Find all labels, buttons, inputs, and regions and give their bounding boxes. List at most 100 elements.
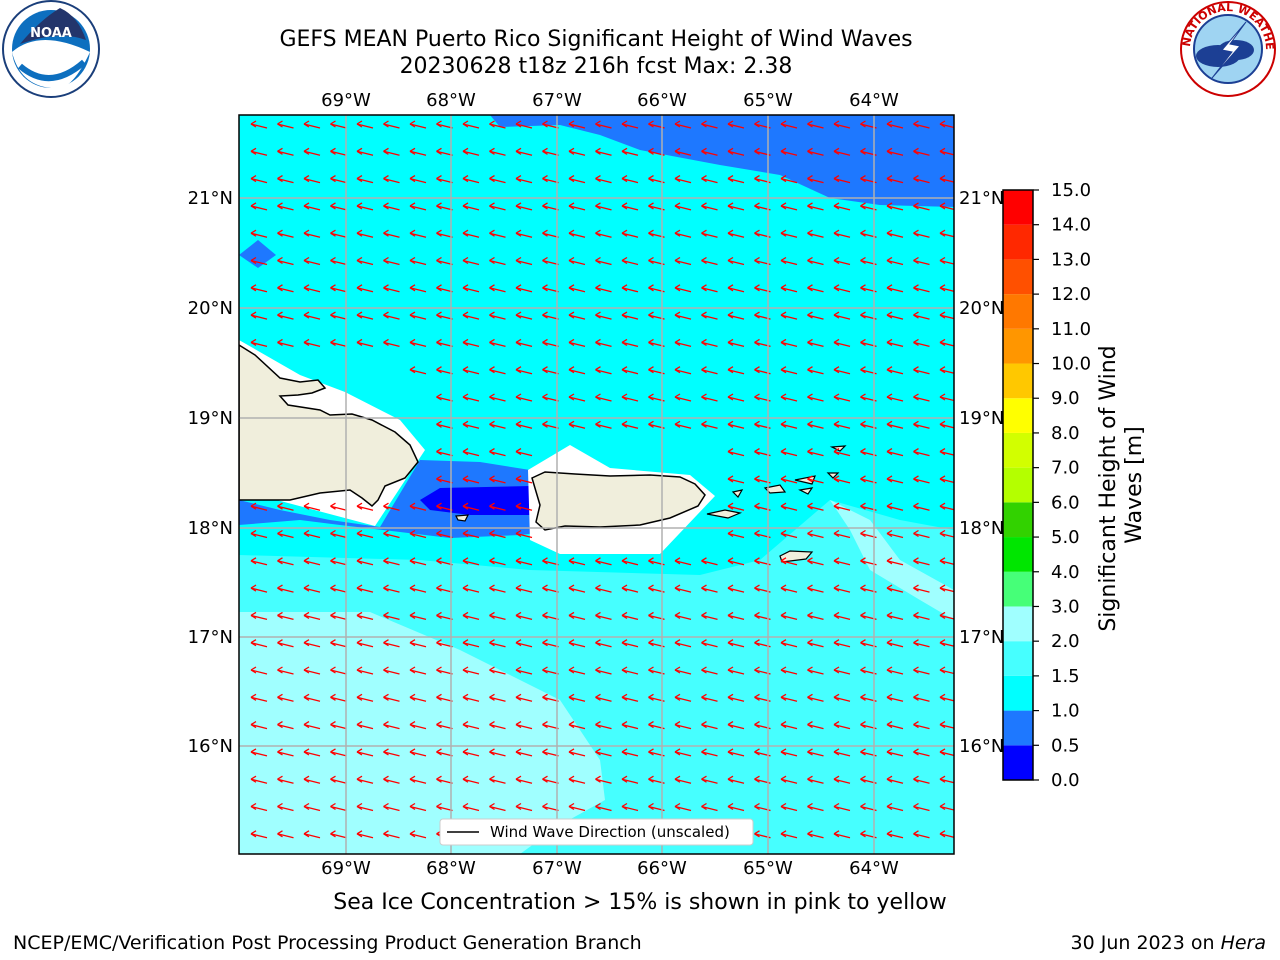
wind-arrow (250, 802, 268, 812)
wind-arrow (621, 175, 639, 184)
wind-arrow (913, 475, 930, 484)
wind-arrow (807, 229, 824, 238)
lon-label-bottom: 64°W (849, 858, 899, 879)
wind-arrow (595, 721, 612, 730)
lon-labels-top: 69°W 68°W 67°W 66°W 65°W 64°W (321, 90, 899, 111)
wind-arrow (701, 284, 718, 293)
wind-arrow (595, 147, 612, 156)
wind-arrow (727, 448, 745, 457)
wind-arrow (409, 666, 427, 675)
noaa-logo: NOAA (2, 0, 100, 98)
colorbar-tick-label: 3.0 (1051, 596, 1080, 617)
wind-arrow (489, 529, 506, 539)
wind-arrow (383, 830, 400, 839)
wind-arrow (674, 366, 692, 375)
wind-arrow (674, 229, 692, 238)
wind-arrow (542, 202, 559, 211)
wind-arrow (462, 175, 480, 184)
wind-arrow (515, 393, 533, 402)
wind-arrow (250, 256, 268, 266)
wind-arrow (727, 284, 745, 293)
wind-arrow (701, 693, 718, 702)
wind-arrow (277, 229, 294, 238)
wind-arrow (356, 147, 374, 156)
wind-arrow (515, 666, 533, 675)
wind-arrow (542, 721, 559, 730)
colorbar-swatch (1003, 571, 1033, 607)
wind-arrow (886, 557, 904, 566)
wind-arrow (383, 147, 400, 156)
wind-arrow (621, 229, 639, 238)
colorbar-tick-label: 4.0 (1051, 562, 1080, 583)
wind-arrow (436, 584, 453, 593)
wind-arrow (356, 256, 374, 266)
wind-arrow (701, 175, 718, 184)
wind-arrow (250, 502, 268, 511)
wind-arrow (409, 830, 427, 839)
colorbar-swatch (1003, 502, 1033, 538)
wind-arrow (489, 584, 506, 593)
wind-arrow (913, 256, 930, 266)
wind-arrow (568, 147, 586, 156)
colorbar-tick-label: 15.0 (1051, 180, 1091, 201)
wind-arrow (303, 693, 321, 702)
wind-arrow (621, 120, 639, 129)
wind-arrow (462, 120, 480, 129)
wind-arrow (330, 584, 347, 593)
wind-arrow (886, 666, 904, 675)
wind-arrow (621, 666, 639, 675)
wind-arrow (595, 120, 612, 129)
wind-arrow (542, 256, 559, 266)
wind-arrow (595, 639, 612, 648)
wind-arrow (409, 366, 427, 375)
wind-arrow (595, 775, 612, 784)
wind-arrow (621, 393, 639, 402)
wind-arrow (621, 748, 639, 757)
wind-arrow (780, 529, 798, 539)
wind-arrow (409, 802, 427, 812)
wind-arrow (462, 666, 480, 675)
wind-arrow (542, 120, 559, 129)
wind-arrow (913, 721, 930, 730)
lon-label-top: 64°W (849, 90, 899, 111)
wind-arrow (489, 693, 506, 702)
wind-arrow (595, 393, 612, 402)
wind-arrow (330, 311, 347, 320)
wind-arrow (913, 175, 930, 184)
wind-arrow (409, 202, 427, 211)
wind-arrow (886, 175, 904, 184)
wind-arrow (727, 393, 745, 402)
wind-arrow (356, 284, 374, 293)
wind-arrow (621, 338, 639, 348)
wind-arrow (277, 202, 294, 211)
wind-arrow (807, 311, 824, 320)
wind-arrow (780, 557, 798, 566)
vieques-coast (706, 509, 743, 519)
wind-arrow (701, 366, 718, 375)
wind-arrow (356, 229, 374, 238)
wind-arrow (277, 120, 294, 129)
colorbar-swatch (1003, 467, 1033, 503)
wind-arrow (674, 311, 692, 320)
wind-arrow (674, 611, 692, 621)
wind-arrow (913, 639, 930, 648)
colorbar-tick-label: 7.0 (1051, 458, 1080, 479)
wind-arrow (462, 502, 480, 511)
wind-arrow (409, 529, 427, 539)
wind-arrow (621, 366, 639, 375)
wind-arrow (356, 557, 374, 566)
wind-arrow (383, 120, 400, 129)
wind-arrow (833, 475, 851, 484)
lat-label-left: 18°N (188, 518, 233, 539)
wind-arrow (515, 502, 533, 511)
wind-arrow (727, 420, 745, 429)
wind-arrow (436, 175, 453, 184)
colorbar-tick-label: 1.0 (1051, 701, 1080, 722)
wind-arrow (489, 420, 506, 429)
wind-arrow (542, 802, 559, 812)
wind-arrow (462, 448, 480, 457)
wind-arrow (807, 802, 824, 812)
wind-arrow (277, 721, 294, 730)
wind-arrow (807, 338, 824, 348)
